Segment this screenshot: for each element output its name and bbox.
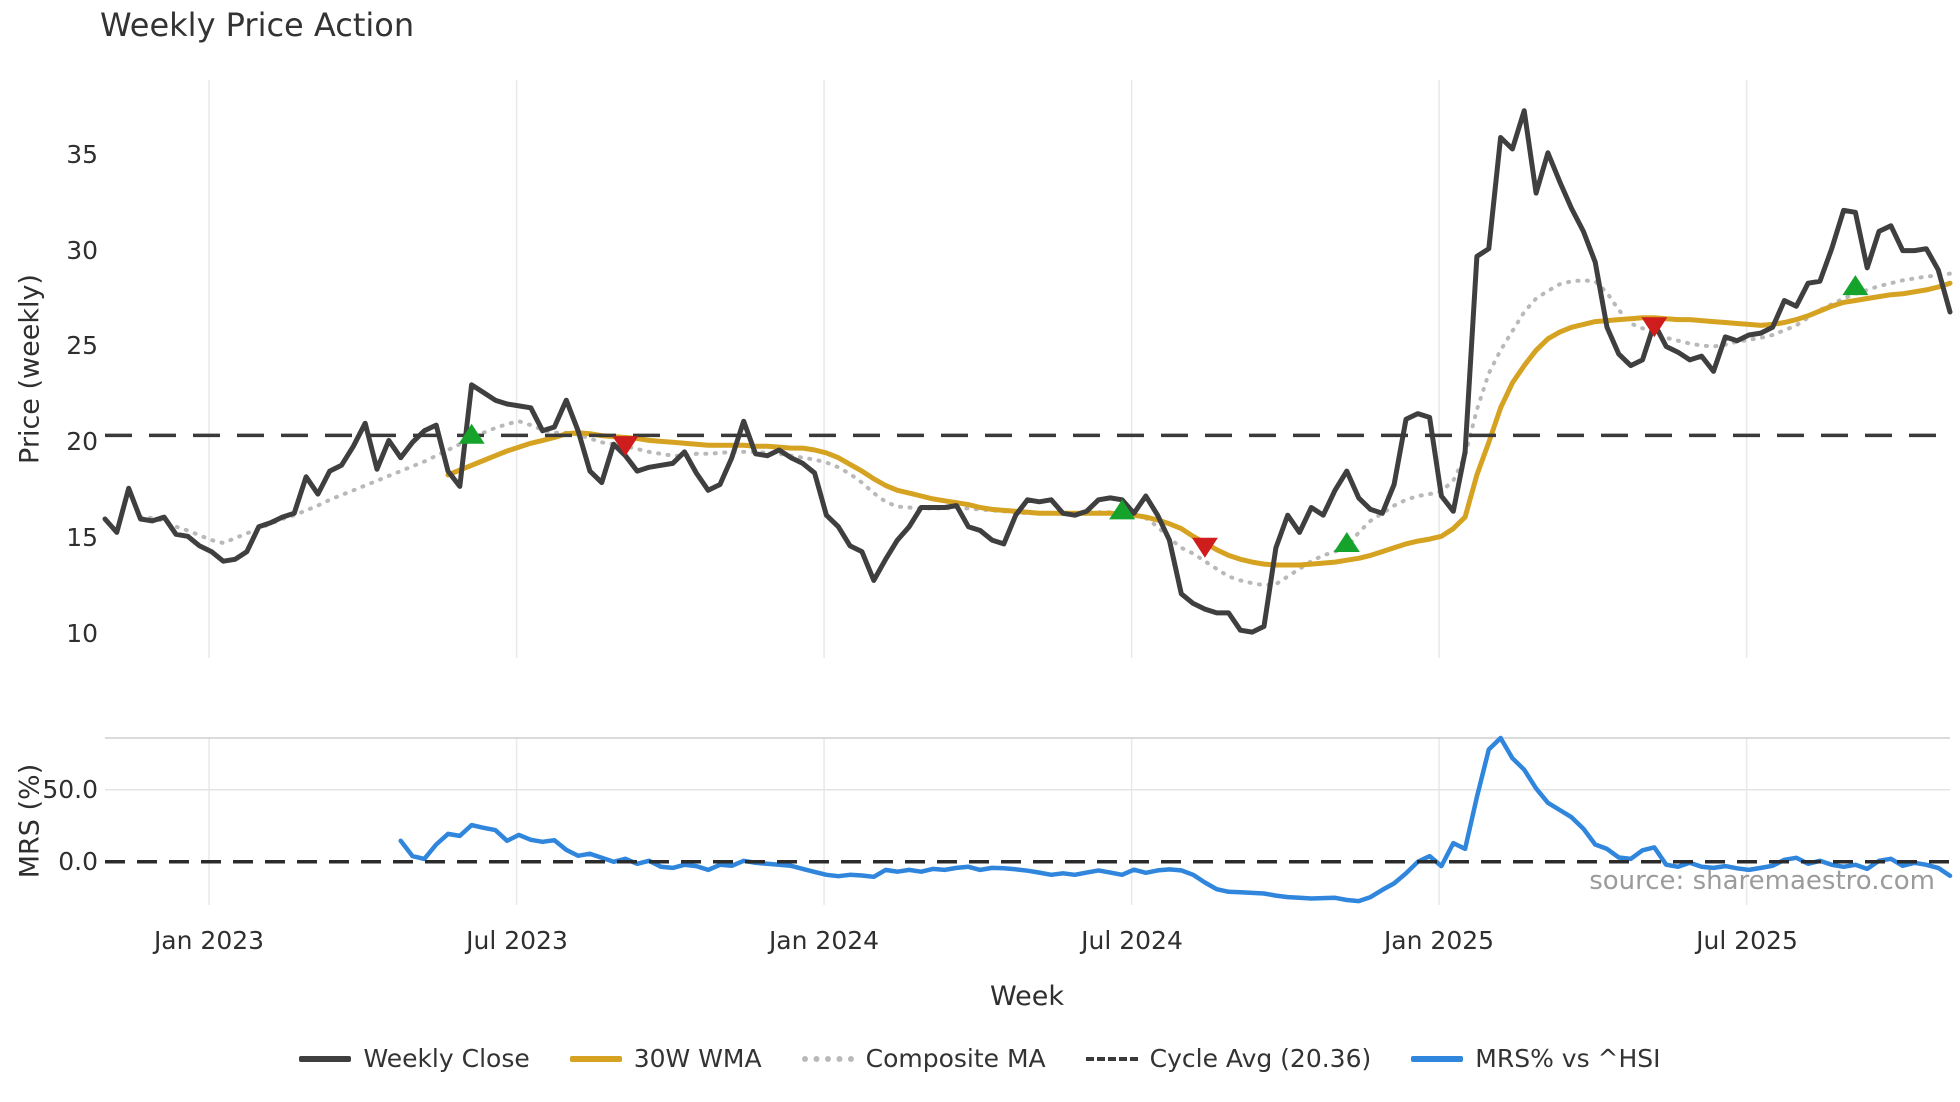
legend-label-mrs-vs-hsi: MRS% vs ^HSI [1475,1044,1661,1073]
sell-marker-1 [612,436,639,457]
legend-label-30w-wma: 30W WMA [633,1044,762,1073]
sell-marker-3 [1191,537,1218,558]
30w-wma-line [445,280,1953,568]
source-credit: source: sharemaestro.com [1589,866,1935,896]
legend-item-weekly-close: Weekly Close [299,1044,530,1073]
xtick-jan-2023: Jan 2023 [153,926,265,955]
price-ytick-10: 10 [66,619,98,648]
price-ytick-30: 30 [66,236,98,265]
xtick-jul-2025: Jul 2025 [1696,926,1798,955]
legend-item-30w-wma: 30W WMA [569,1044,762,1073]
price-ytick-25: 25 [66,331,98,360]
buy-marker-4 [1333,532,1360,553]
mrs-ytick-0.0: 0.0 [58,847,98,876]
xtick-jul-2024: Jul 2024 [1081,926,1183,955]
price-ytick-35: 35 [66,140,98,169]
legend: Weekly Close 30W WMA Composite MA Cycle Avg… [0,1044,1960,1073]
legend-swatch-30w-wma [569,1055,622,1062]
weekly-close-line [102,108,1953,635]
legend-label-weekly-close: Weekly Close [363,1044,530,1073]
mrs-ytick-50.0: 50.0 [42,775,98,804]
buy-marker-2 [1109,499,1136,520]
legend-swatch-composite-ma [801,1055,854,1062]
legend-label-cycle-avg-20-36: Cycle Avg (20.36) [1149,1044,1372,1073]
x-axis-label: Week [990,981,1064,1012]
xtick-jul-2023: Jul 2023 [466,926,568,955]
legend-swatch-mrs-vs-hsi [1411,1055,1464,1062]
buy-marker-6 [1842,275,1869,296]
price-ytick-20: 20 [66,427,98,456]
xtick-jan-2025: Jan 2025 [1383,926,1495,955]
sell-marker-5 [1641,317,1668,338]
buy-marker-0 [458,423,485,444]
legend-item-composite-ma: Composite MA [801,1044,1046,1073]
price-ytick-15: 15 [66,523,98,552]
xtick-jan-2024: Jan 2024 [768,926,880,955]
legend-item-mrs-vs-hsi: MRS% vs ^HSI [1411,1044,1661,1073]
chart-title: Weekly Price Action [100,6,415,44]
legend-item-cycle-avg-20-36: Cycle Avg (20.36) [1085,1044,1372,1073]
legend-label-composite-ma: Composite MA [865,1044,1046,1073]
legend-swatch-cycle-avg-20-36 [1085,1056,1138,1061]
legend-swatch-weekly-close [299,1055,352,1062]
